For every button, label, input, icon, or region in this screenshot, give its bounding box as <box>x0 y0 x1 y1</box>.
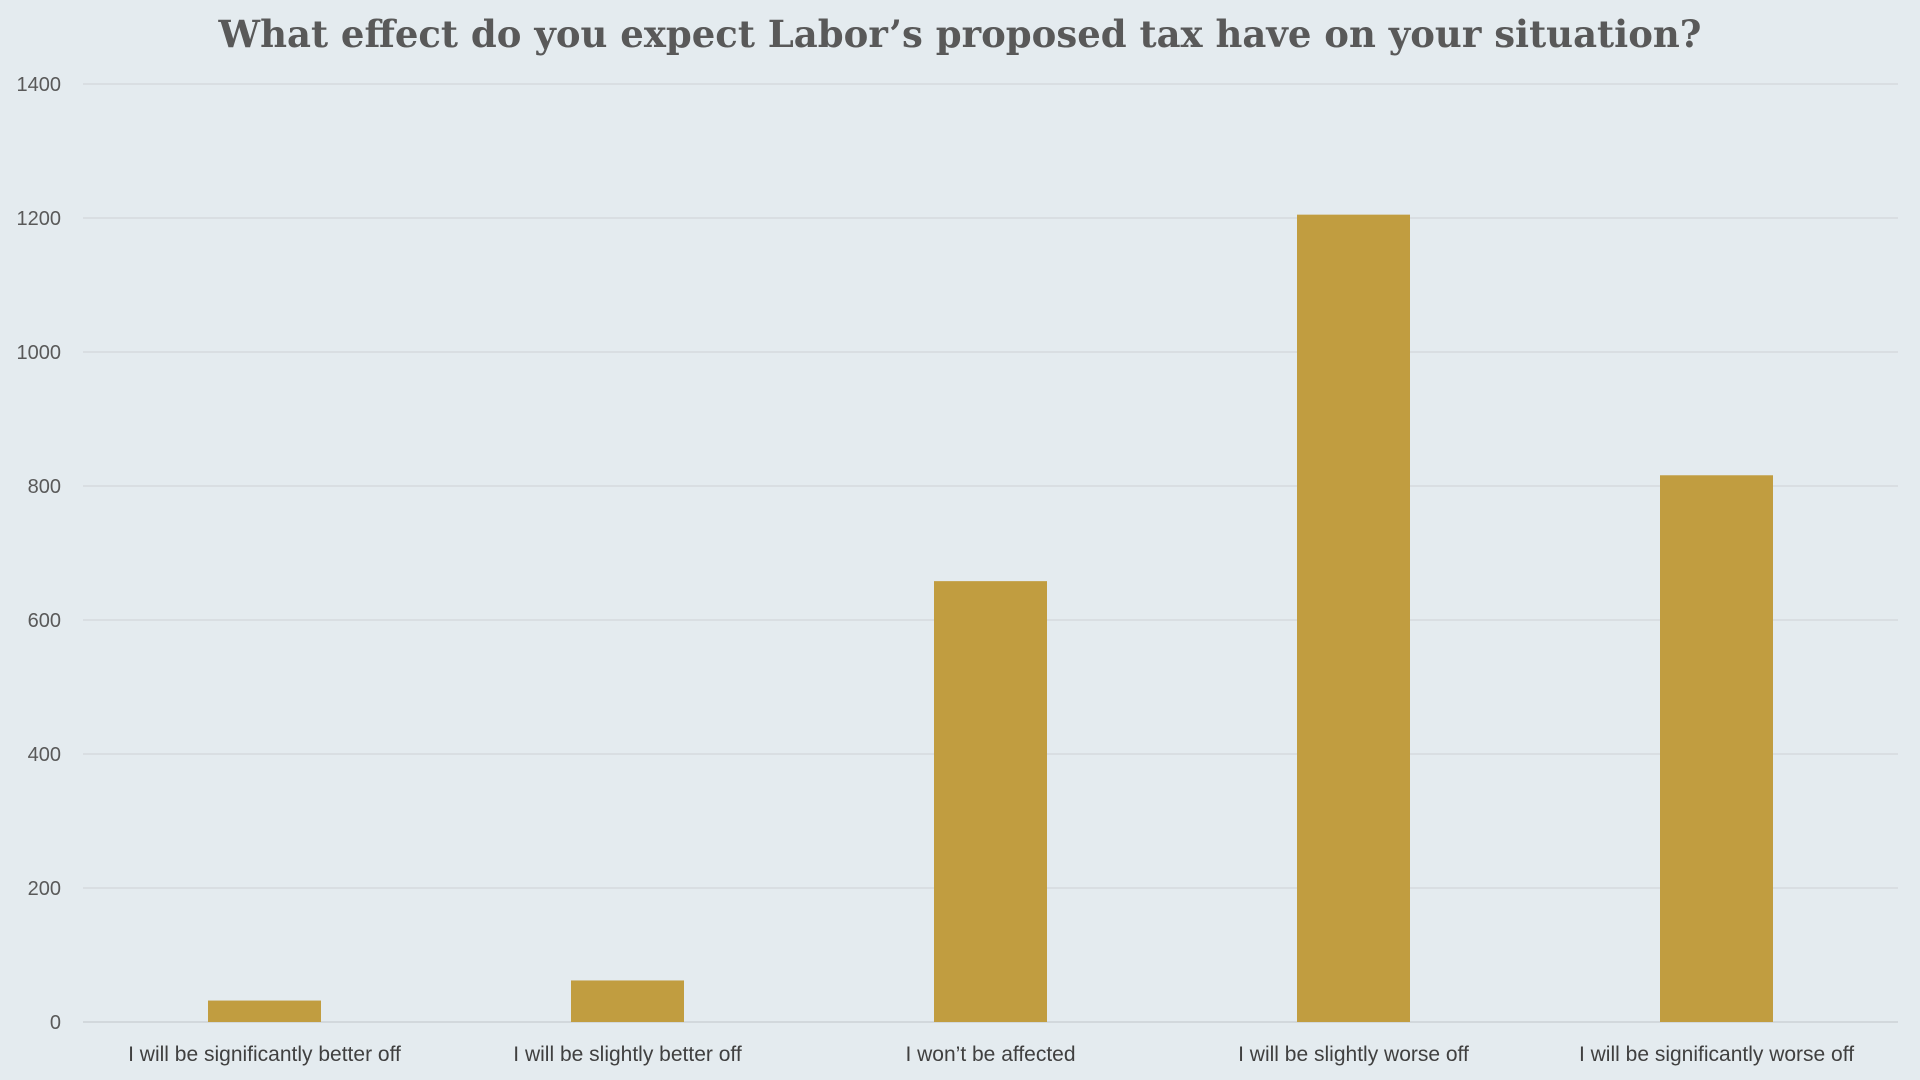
x-category-label: I will be significantly better off <box>128 1043 401 1066</box>
y-tick-label: 200 <box>28 878 61 900</box>
x-category-label: I will be significantly worse off <box>1579 1043 1854 1066</box>
x-category-label: I will be slightly worse off <box>1238 1043 1469 1066</box>
y-tick-label: 1000 <box>17 342 62 364</box>
y-tick-label: 1200 <box>17 208 62 230</box>
y-tick-label: 1400 <box>17 74 62 96</box>
y-tick-label: 600 <box>28 610 61 632</box>
y-tick-label: 0 <box>50 1012 61 1034</box>
bars <box>208 214 1773 1022</box>
y-axis-tick-labels: 0 200 400 600 800 1000 1200 1400 <box>17 74 62 1034</box>
x-category-label: I won’t be affected <box>905 1043 1075 1066</box>
x-category-label: I will be slightly better off <box>513 1043 742 1066</box>
bar <box>1660 475 1773 1022</box>
x-axis-category-labels: I will be significantly better off I will… <box>128 1043 1854 1066</box>
y-tick-label: 800 <box>28 476 61 498</box>
bar <box>571 980 684 1022</box>
bar <box>208 1000 321 1022</box>
bar <box>1297 214 1410 1022</box>
chart-title: What effect do you expect Labor’s propos… <box>218 12 1702 56</box>
y-tick-label: 400 <box>28 744 61 766</box>
bar <box>934 581 1047 1022</box>
